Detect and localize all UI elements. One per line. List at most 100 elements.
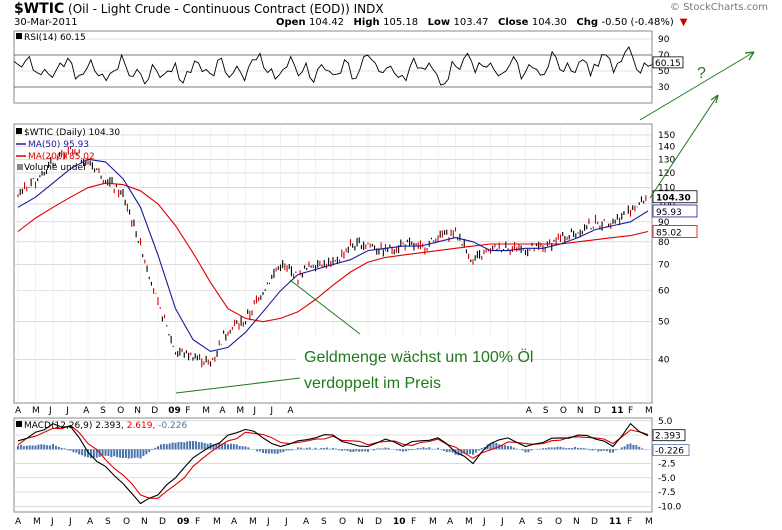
xaxis-bottom-label: D <box>159 517 166 527</box>
xaxis-top-label: M <box>32 406 40 416</box>
xaxis-bottom-label: M <box>33 517 41 527</box>
xaxis-bottom-label: S <box>537 517 543 527</box>
xaxis-bottom-label: A <box>87 517 94 527</box>
xaxis-top-label: M <box>202 406 210 416</box>
macd-panel <box>13 417 653 513</box>
rsi-value-label: 60.15 <box>655 59 681 69</box>
xaxis-top-label: A <box>15 406 22 416</box>
price-value-label: 104.30 <box>656 194 691 204</box>
xaxis-bottom-label: M <box>645 517 653 527</box>
chart-date: 30-Mar-2011 <box>14 17 78 28</box>
price-tick-label: 40 <box>658 356 670 366</box>
ma200-line <box>17 182 649 323</box>
xaxis-bottom-label: O <box>339 517 346 527</box>
xaxis-bottom-label: M <box>465 517 473 527</box>
ma50-value-label: 95.93 <box>656 208 682 218</box>
annotation-line-2: verdoppelt im Preis <box>304 375 441 392</box>
xaxis-bottom-label: A <box>303 517 310 527</box>
projection-arrow-line-2 <box>639 51 755 121</box>
macd-legend-value: 2.393, <box>95 421 127 431</box>
xaxis-bottom-label: F <box>195 517 200 527</box>
xaxis-top-label: D <box>151 406 158 416</box>
rsi-tick-label: 50 <box>658 67 670 77</box>
xaxis-bottom-label: S <box>321 517 327 527</box>
xaxis-bottom-label: M <box>213 517 221 527</box>
price-legend-swatch <box>16 128 22 134</box>
projection-arrow-head <box>710 94 719 104</box>
price-bars <box>17 146 647 368</box>
xaxis-bottom-label: J <box>50 517 54 527</box>
xaxis-bottom-label: D <box>591 517 598 527</box>
price-value-box <box>652 190 698 204</box>
volume-legend-label: Volume undef <box>24 163 87 173</box>
price-tick-label: 150 <box>658 131 675 141</box>
price-legend-label: $WTIC (Daily) 104.30 <box>24 128 120 138</box>
rsi-tick-label: 30 <box>658 83 670 93</box>
volume-legend-swatch <box>17 164 23 170</box>
projection-arrow-head-2 <box>744 51 755 61</box>
ohlc-summary: Open 104.42 High 105.18 Low 103.47 Close… <box>276 17 688 28</box>
ma50-legend-label: MA(50) 95.93 <box>28 140 89 150</box>
ma200-legend-label: MA(200) 85.02 <box>28 152 95 162</box>
xaxis-bottom-label: J <box>500 517 504 527</box>
xaxis-top-label: J <box>269 406 273 416</box>
rsi-value-box <box>652 56 684 69</box>
xaxis-bottom-label: A <box>231 517 238 527</box>
xaxis-bottom-label: O <box>555 517 562 527</box>
xaxis-top-label: F <box>185 406 190 416</box>
macd-tick-label: -7.5 <box>658 488 676 498</box>
annotation-background <box>296 338 502 398</box>
macd-histogram <box>17 441 647 459</box>
xaxis-top-label: S <box>543 406 549 416</box>
rsi-legend-swatch <box>16 33 22 39</box>
xaxis-top-label: M <box>645 406 653 416</box>
xaxis-top-label: A <box>287 406 294 416</box>
xaxis-top-label: D <box>594 406 601 416</box>
xaxis-bottom-label: A <box>15 517 22 527</box>
price-tick-label: 140 <box>658 143 675 153</box>
macd-legend-signal: 2.619, <box>127 421 159 431</box>
chart-title: $WTIC (Oil - Light Crude - Continuous Co… <box>14 1 384 17</box>
rsi-legend-label: RSI(14) 60.15 <box>24 33 86 43</box>
ma200-value-box <box>652 225 698 238</box>
ma50-value-box <box>652 204 698 218</box>
macd-tick-label: -10.0 <box>658 502 682 512</box>
price-tick-label: 60 <box>658 287 670 297</box>
annotation-question: ? <box>697 65 706 82</box>
xaxis-top-label: N <box>577 406 584 416</box>
annotation-pointer-high <box>289 279 361 335</box>
hist-value-label: -0.226 <box>655 447 684 457</box>
xaxis-top-label: J <box>65 406 69 416</box>
xaxis-bottom-label: 10 <box>393 517 406 527</box>
xaxis-bottom-label: S <box>105 517 111 527</box>
macd-legend-label: MACD(12,26,9) 2.393, 2.619, -0.226 <box>24 421 188 431</box>
ma50-line <box>17 158 649 352</box>
xaxis-bottom-label: D <box>375 517 382 527</box>
rsi-tick-label: 70 <box>658 51 670 61</box>
xaxis-top-label: J <box>48 406 52 416</box>
annotation-pointer-low <box>175 377 301 394</box>
xaxis-bottom-label: J <box>284 517 288 527</box>
price-tick-label: 90 <box>658 218 670 228</box>
macd-value-box <box>652 429 686 442</box>
xaxis-bottom-label: A <box>447 517 454 527</box>
xaxis-bottom-label: N <box>573 517 580 527</box>
macd-value-label: 2.393 <box>655 432 681 442</box>
macd-tick-label: 5.0 <box>658 417 673 427</box>
xaxis-top-label: M <box>236 406 244 416</box>
price-tick-label: 110 <box>658 184 675 194</box>
xaxis-bottom-label: J <box>482 517 486 527</box>
price-tick-label: 80 <box>658 238 670 248</box>
macd-legend-swatch <box>16 421 22 427</box>
xaxis-bottom-label: A <box>519 517 526 527</box>
price-tick-label: 120 <box>658 169 675 179</box>
xaxis-top-label: A <box>219 406 226 416</box>
macd-tick-label: -2.5 <box>658 460 676 470</box>
xaxis-bottom-label: N <box>141 517 148 527</box>
xaxis-top-label: 09 <box>168 406 181 416</box>
xaxis-bottom-label: F <box>627 517 632 527</box>
xaxis-bottom-label: 11 <box>609 517 622 527</box>
xaxis-top-label: O <box>560 406 567 416</box>
